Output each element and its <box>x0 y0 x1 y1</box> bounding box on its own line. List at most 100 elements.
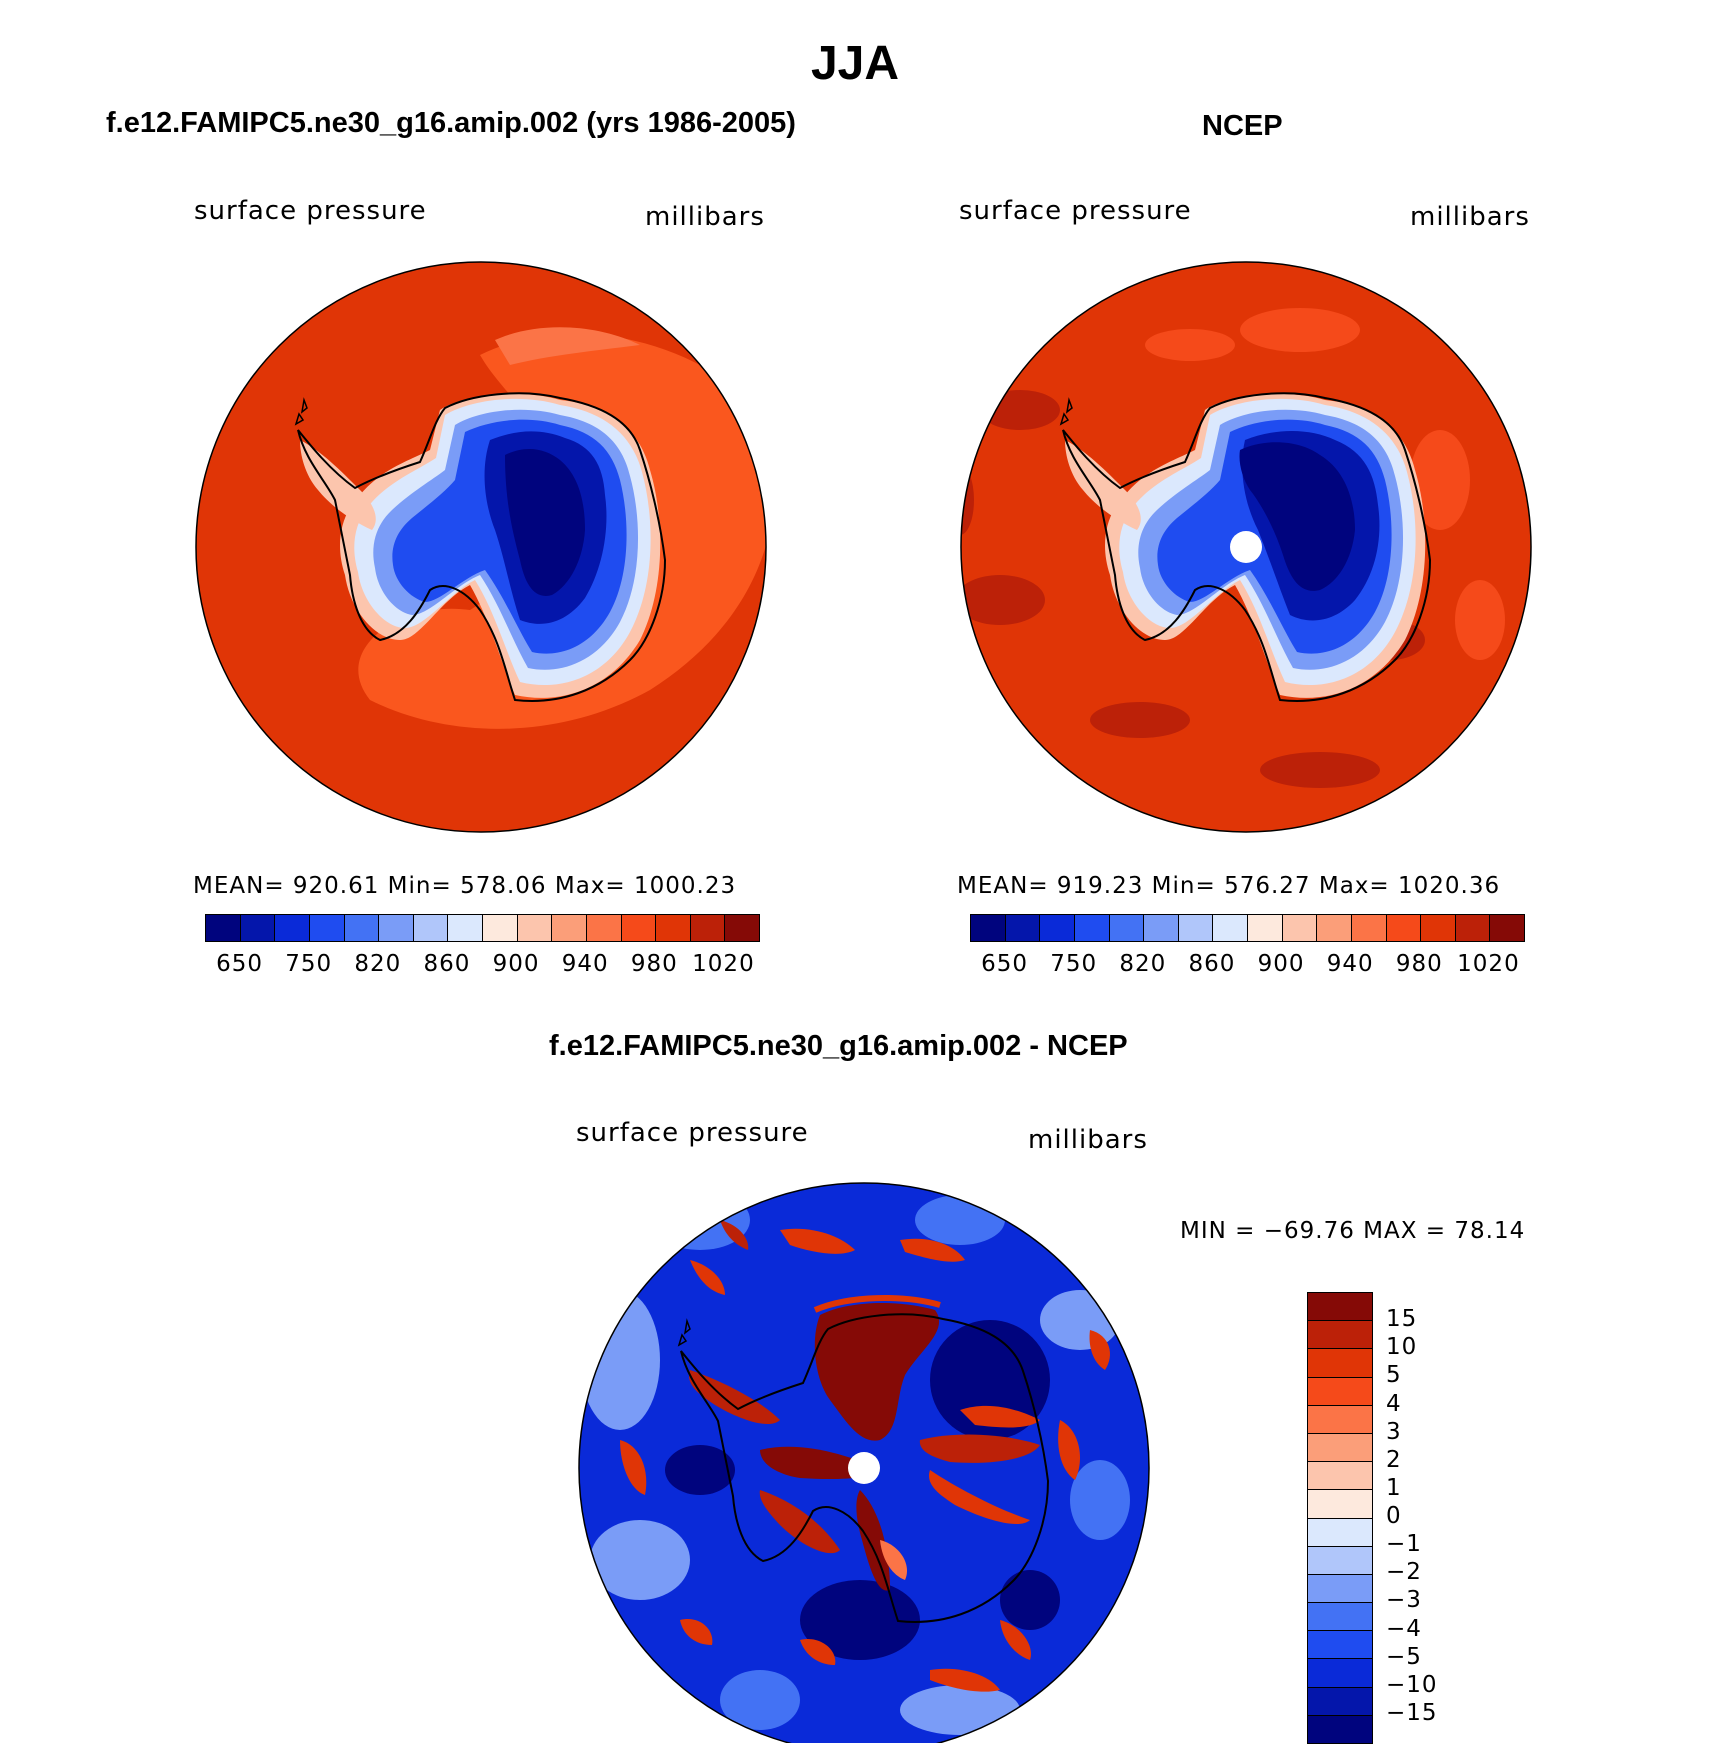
panel-1-colorbar-tick-label: 650 <box>216 951 264 977</box>
panel-2-colorbar-labels: 650 750 820 860 900 940 980 1020 <box>970 951 1523 981</box>
panel-1-variable-label: surface pressure <box>194 196 427 226</box>
panel-1-colorbar-swatch <box>379 915 414 941</box>
panel-1-stats: MEAN= 920.61 Min= 578.06 Max= 1000.23 <box>193 873 737 899</box>
panel-1-colorbar-swatch <box>586 915 622 941</box>
panel-2-map-border <box>960 261 1532 833</box>
panel-2-colorbar-tick-label: 650 <box>981 951 1029 977</box>
diff-colorbar-labels: 15 10 5 4 3 2 1 0 −1 −2 −3 −4 −5 −10 −15 <box>1386 1292 1476 1742</box>
panel-1-colorbar-tick-label: 750 <box>285 951 333 977</box>
panel-1-colorbar-tick-label: 1020 <box>692 951 755 977</box>
panel-1-units-label: millibars <box>645 202 765 232</box>
diff-colorbar-tick-label: −10 <box>1386 1671 1438 1698</box>
diff-map-border <box>578 1182 1150 1743</box>
panel-1-colorbar-swatch <box>206 915 241 941</box>
panel-2-colorbar-swatch <box>1455 915 1491 941</box>
panel-1-colorbar <box>205 914 760 942</box>
panel-2-colorbar-swatch <box>1178 915 1214 941</box>
panel-2-colorbar-tick-label: 750 <box>1050 951 1098 977</box>
diff-colorbar-tick-label: 0 <box>1386 1503 1402 1529</box>
panel-2-colorbar-tick-label: 900 <box>1257 951 1305 977</box>
panel-2-colorbar-swatch <box>1421 915 1456 941</box>
panel-1-colorbar-tick-label: 940 <box>561 951 609 977</box>
panel-1-map-border <box>195 261 767 833</box>
panel-2-colorbar-tick-label: 820 <box>1119 951 1167 977</box>
panel-2-colorbar-tick-label: 940 <box>1326 951 1374 977</box>
panel-1-colorbar-tick-label: 980 <box>630 951 678 977</box>
panel-2-colorbar-swatch <box>1317 915 1352 941</box>
panel-1-colorbar-swatch <box>690 915 726 941</box>
diff-colorbar-tick-label: −15 <box>1386 1699 1438 1726</box>
panel-1-colorbar-swatch <box>656 915 691 941</box>
panel-2-colorbar-swatch <box>1351 915 1387 941</box>
diff-colorbar-tick-label: 3 <box>1386 1418 1402 1445</box>
diff-colorbar-swatch <box>1308 1405 1372 1434</box>
panel-2-colorbar-swatch <box>1109 915 1145 941</box>
panel-1-colorbar-swatch <box>344 915 380 941</box>
diff-panel-title: f.e12.FAMIPC5.ne30_g16.amip.002 - NCEP <box>549 1030 1128 1062</box>
panel-1-colorbar-swatch <box>240 915 276 941</box>
diff-colorbar-swatch <box>1308 1433 1372 1463</box>
panel-2-colorbar <box>970 914 1525 942</box>
diff-colorbar-swatch <box>1308 1659 1372 1688</box>
diff-colorbar-tick-label: 10 <box>1386 1334 1418 1361</box>
diff-colorbar-tick-label: 4 <box>1386 1390 1402 1417</box>
diff-colorbar-swatch <box>1308 1349 1372 1378</box>
panel-1-colorbar-swatch <box>725 915 759 941</box>
panel-2-map <box>961 262 1531 832</box>
panel-1-colorbar-swatch <box>517 915 553 941</box>
diff-colorbar-swatch <box>1308 1631 1372 1660</box>
panel-1-colorbar-labels: 650 750 820 860 900 940 980 1020 <box>205 951 758 981</box>
panel-2-colorbar-swatch <box>1040 915 1075 941</box>
panel-2-colorbar-swatch <box>1144 915 1179 941</box>
diff-colorbar-swatch <box>1308 1377 1372 1406</box>
panel-2-units-label: millibars <box>1410 202 1530 232</box>
panel-1-colorbar-swatch <box>413 915 449 941</box>
diff-colorbar-swatch <box>1308 1490 1372 1519</box>
panel-2-colorbar-swatch <box>1248 915 1283 941</box>
panel-2-colorbar-swatch <box>1074 915 1110 941</box>
panel-1-colorbar-swatch <box>483 915 518 941</box>
diff-colorbar-tick-label: 15 <box>1386 1306 1418 1333</box>
panel-2-colorbar-tick-label: 860 <box>1188 951 1236 977</box>
panel-2-variable-label: surface pressure <box>959 196 1192 226</box>
diff-colorbar-swatch <box>1308 1687 1372 1716</box>
diff-colorbar-swatch <box>1308 1603 1372 1632</box>
panel-2-stats: MEAN= 919.23 Min= 576.27 Max= 1020.36 <box>957 873 1501 899</box>
diff-colorbar-tick-label: 1 <box>1386 1474 1402 1501</box>
diff-colorbar-tick-label: 2 <box>1386 1446 1402 1473</box>
panel-1-colorbar-tick-label: 820 <box>354 951 402 977</box>
panel-1-colorbar-swatch <box>552 915 587 941</box>
panel-1-colorbar-tick-label: 860 <box>423 951 471 977</box>
diff-colorbar-tick-label: −2 <box>1386 1559 1422 1586</box>
diff-colorbar-tick-label: −5 <box>1386 1643 1422 1670</box>
panel-2-colorbar-swatch <box>1005 915 1041 941</box>
diff-colorbar-tick-label: −3 <box>1386 1587 1422 1614</box>
panel-2-colorbar-swatch <box>1282 915 1318 941</box>
diff-stats: MIN = −69.76 MAX = 78.14 <box>1180 1218 1526 1244</box>
diff-variable-label: surface pressure <box>576 1118 809 1148</box>
panel-1-colorbar-swatch <box>448 915 483 941</box>
diff-colorbar-swatch <box>1308 1574 1372 1604</box>
diff-colorbar <box>1307 1292 1373 1744</box>
diff-colorbar-swatch <box>1308 1321 1372 1350</box>
panel-2-colorbar-swatch <box>1490 915 1524 941</box>
panel-1-colorbar-swatch <box>275 915 310 941</box>
panel-1-colorbar-swatch <box>309 915 345 941</box>
panel-2-colorbar-swatch <box>1213 915 1248 941</box>
panel-1-colorbar-swatch <box>621 915 657 941</box>
panel-1-map <box>196 262 766 832</box>
panel-1-title: f.e12.FAMIPC5.ne30_g16.amip.002 (yrs 198… <box>106 107 796 139</box>
diff-colorbar-tick-label: −1 <box>1386 1531 1422 1558</box>
diff-colorbar-swatch <box>1308 1462 1372 1491</box>
panel-2-colorbar-swatch <box>971 915 1006 941</box>
diff-colorbar-swatch <box>1308 1518 1372 1547</box>
panel-2-colorbar-swatch <box>1386 915 1422 941</box>
panel-2-colorbar-tick-label: 1020 <box>1457 951 1520 977</box>
diff-map <box>579 1183 1149 1743</box>
panel-1-colorbar-tick-label: 900 <box>492 951 540 977</box>
panel-2-colorbar-tick-label: 980 <box>1395 951 1443 977</box>
diff-colorbar-tick-label: 5 <box>1386 1362 1402 1389</box>
diff-units-label: millibars <box>1028 1125 1148 1155</box>
diff-colorbar-swatch <box>1308 1715 1372 1743</box>
